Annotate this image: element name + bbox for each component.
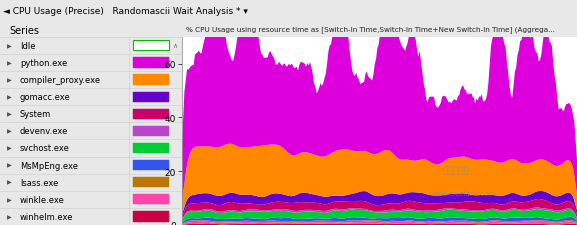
FancyBboxPatch shape [133, 41, 169, 51]
FancyBboxPatch shape [133, 177, 169, 187]
Text: ▶: ▶ [8, 61, 12, 66]
Text: ▶: ▶ [8, 129, 12, 134]
Text: ▶: ▶ [8, 44, 12, 49]
Text: Series: Series [9, 26, 39, 36]
Text: ▶: ▶ [8, 180, 12, 185]
Text: ▶: ▶ [8, 112, 12, 117]
FancyBboxPatch shape [133, 92, 169, 102]
FancyBboxPatch shape [133, 211, 169, 222]
Text: ▶: ▶ [8, 78, 12, 83]
Text: winhelm.exe: winhelm.exe [20, 212, 73, 221]
FancyBboxPatch shape [133, 75, 169, 85]
Text: ◄ CPU Usage (Precise)   Randomascii Wait Analysis * ▾: ◄ CPU Usage (Precise) Randomascii Wait A… [3, 7, 248, 16]
FancyBboxPatch shape [133, 58, 169, 68]
Text: svchost.exe: svchost.exe [20, 144, 70, 153]
FancyBboxPatch shape [133, 143, 169, 153]
Text: ∧: ∧ [172, 43, 177, 49]
FancyBboxPatch shape [133, 109, 169, 119]
Text: System: System [20, 110, 51, 119]
Text: www.elecfans.com: www.elecfans.com [431, 190, 496, 196]
Text: ▶: ▶ [8, 214, 12, 219]
Text: Idle: Idle [20, 42, 36, 51]
Text: compiler_proxy.exe: compiler_proxy.exe [20, 76, 101, 85]
Text: MsMpEng.exe: MsMpEng.exe [20, 161, 78, 170]
FancyBboxPatch shape [133, 160, 169, 171]
Text: 电子发烧友: 电子发烧友 [443, 166, 470, 175]
Text: devenv.exe: devenv.exe [20, 127, 68, 136]
FancyBboxPatch shape [133, 194, 169, 205]
Text: ▶: ▶ [8, 197, 12, 202]
Text: lsass.exe: lsass.exe [20, 178, 58, 187]
Text: winkle.exe: winkle.exe [20, 195, 65, 204]
Text: ▶: ▶ [8, 95, 12, 100]
Text: ▶: ▶ [8, 163, 12, 168]
Text: ▶: ▶ [8, 146, 12, 151]
FancyBboxPatch shape [133, 126, 169, 136]
Text: gomacc.exe: gomacc.exe [20, 93, 71, 102]
Text: % CPU Usage using resource time as [Switch-In Time,Switch-In Time+New Switch-In : % CPU Usage using resource time as [Swit… [186, 26, 554, 32]
Text: python.exe: python.exe [20, 59, 68, 68]
